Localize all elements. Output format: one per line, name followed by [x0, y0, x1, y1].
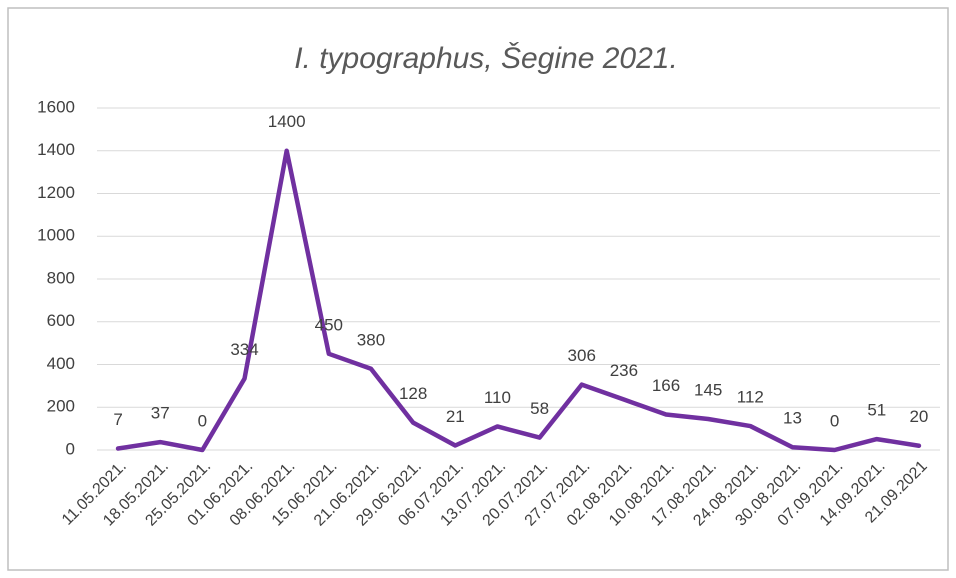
data-label: 380 — [357, 330, 385, 349]
data-label: 110 — [484, 388, 511, 407]
data-label: 37 — [151, 404, 170, 423]
data-label: 13 — [783, 409, 802, 428]
data-label: 7 — [113, 410, 122, 429]
y-tick-label: 0 — [66, 439, 75, 458]
data-label: 306 — [568, 346, 596, 365]
data-label: 1400 — [268, 112, 306, 131]
y-tick-label: 200 — [47, 397, 75, 416]
data-label: 236 — [610, 361, 638, 380]
data-label: 0 — [198, 411, 207, 430]
data-label: 0 — [830, 411, 839, 430]
data-label: 51 — [867, 401, 886, 420]
y-tick-label: 400 — [47, 354, 75, 373]
data-label: 166 — [652, 376, 680, 395]
data-label: 112 — [737, 388, 764, 407]
y-tick-label: 1600 — [37, 97, 75, 116]
chart-frame — [7, 7, 949, 571]
y-tick-label: 1400 — [37, 140, 75, 159]
data-label: 20 — [909, 407, 928, 426]
data-line — [115, 148, 922, 453]
data-label: 128 — [399, 384, 427, 403]
y-tick-label: 600 — [47, 311, 75, 330]
data-label: 334 — [230, 340, 258, 359]
y-tick-label: 800 — [47, 268, 75, 287]
data-label: 450 — [315, 315, 343, 334]
data-label: 145 — [694, 380, 722, 399]
chart-title: I. typographus, Šegine 2021. — [294, 41, 678, 75]
data-label: 21 — [446, 407, 465, 426]
y-tick-label: 1000 — [37, 226, 75, 245]
y-tick-label: 1200 — [37, 183, 75, 202]
data-label: 58 — [530, 399, 549, 418]
